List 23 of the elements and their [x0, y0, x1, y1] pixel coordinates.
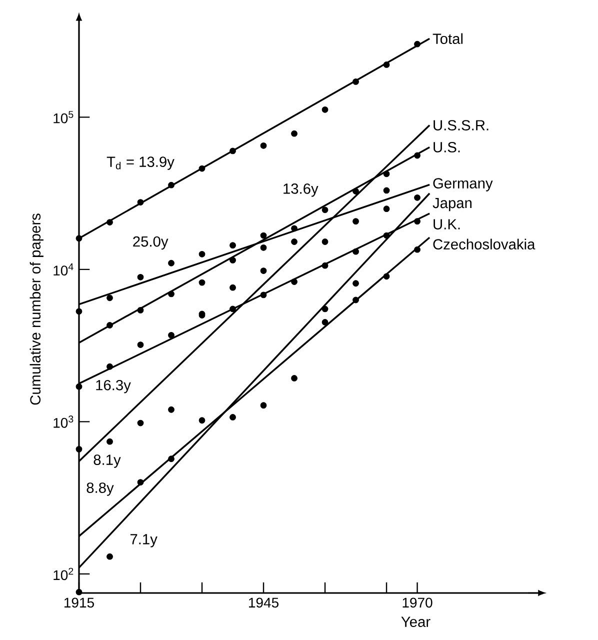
- y-tick-label: 10$^{2}$: [54, 568, 74, 580]
- annotation: 8.8y: [86, 482, 114, 496]
- annotation: 16.3y: [96, 380, 131, 394]
- annotation: 25.0y: [133, 236, 168, 250]
- series-label: Total: [432, 33, 463, 44]
- series-label: U.S.: [434, 142, 460, 152]
- x-axis-title: Year: [401, 616, 430, 628]
- y-axis-title: Cumulative number of papers: [30, 214, 44, 405]
- x-tick-label: 1915: [64, 598, 94, 608]
- x-tick-label: 1945: [249, 598, 278, 608]
- annotation: 13.6y: [284, 183, 318, 197]
- x-tick-label: 1970: [402, 598, 432, 608]
- series-label: Japan: [432, 198, 472, 212]
- series-label: U.K.: [434, 219, 460, 230]
- series-label: Germany: [433, 178, 493, 192]
- annotation: 8.1y: [94, 454, 121, 468]
- series-label: U.S.S.R.: [434, 120, 488, 130]
- annotation: T$_{d}$ = 13.9y: [106, 156, 174, 170]
- y-tick-label: 10$^{4}$: [54, 263, 74, 276]
- annotation: 7.1y: [130, 534, 158, 548]
- series-label: Czechoslovakia: [433, 238, 536, 250]
- y-tick-label: 10$^{5}$: [54, 111, 74, 124]
- y-tick-label: 10$^{3}$: [54, 416, 74, 428]
